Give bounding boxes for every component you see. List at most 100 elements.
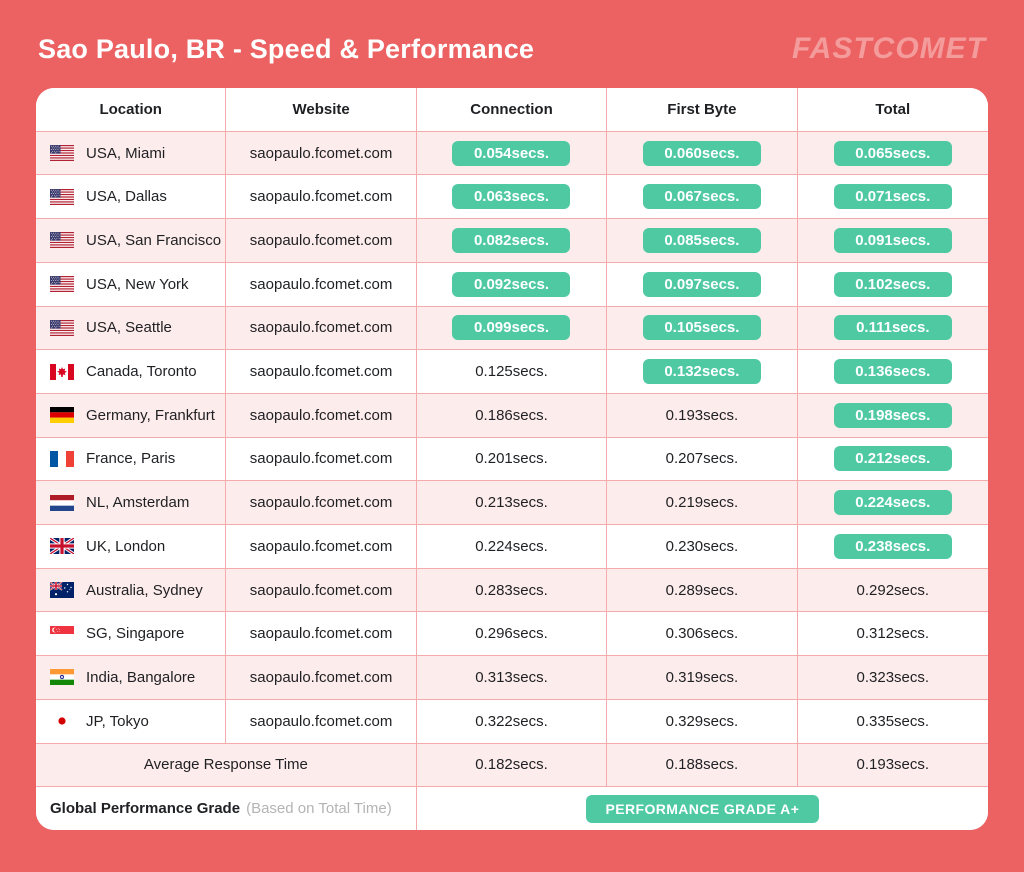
time-text: 0.283secs. [475, 581, 548, 599]
total-cell: 0.212secs. [798, 438, 988, 481]
connection-cell: 0.322secs. [417, 699, 608, 743]
location-cell: USA, San Francisco [36, 219, 227, 262]
time-badge: 0.097secs. [642, 271, 761, 297]
time-text: 0.312secs. [856, 625, 930, 643]
time-badge: 0.071secs. [833, 184, 952, 210]
top-bar: Sao Paulo, BR - Speed & Performance FAST… [0, 0, 1024, 88]
connection-cell: 0.296secs. [417, 612, 608, 656]
page-title: Sao Paulo, BR - Speed & Performance [38, 33, 535, 64]
average-connection-cell: 0.182secs. [417, 743, 608, 787]
time-badge: 0.067secs. [642, 184, 761, 210]
website-cell: saopaulo.fcomet.com [226, 175, 417, 219]
first-byte-cell: 0.067secs. [607, 175, 798, 219]
table-row: USA, Miami saopaulo.fcomet.com 0.054secs… [36, 131, 988, 176]
average-first-byte-cell: 0.188secs. [607, 743, 798, 787]
time-badge: 0.063secs. [452, 184, 571, 210]
time-badge: 0.060secs. [642, 140, 761, 166]
time-text: 0.182secs. [475, 756, 548, 774]
in-flag-icon [50, 669, 74, 686]
grade-row: Global Performance Grade (Based on Total… [36, 787, 988, 830]
time-badge: 0.082secs. [452, 227, 571, 253]
grade-label: Global Performance Grade [50, 800, 241, 818]
total-cell: 0.102secs. [798, 263, 988, 306]
table-row: USA, Seattle saopaulo.fcomet.com 0.099se… [36, 306, 988, 351]
time-badge: 0.091secs. [833, 227, 952, 253]
time-text: 0.230secs. [665, 537, 739, 555]
nl-flag-icon [50, 494, 74, 511]
time-text: 0.329secs. [665, 712, 739, 730]
us-flag-icon [50, 319, 74, 336]
location-cell: NL, Amsterdam [36, 481, 227, 525]
time-text: 0.193secs. [856, 756, 930, 774]
connection-cell: 0.054secs. [417, 131, 608, 175]
first-byte-cell: 0.230secs. [607, 525, 798, 568]
table-row: SG, Singapore saopaulo.fcomet.com 0.296s… [36, 612, 988, 657]
connection-cell: 0.092secs. [417, 262, 608, 306]
header-connection: Connection [417, 88, 608, 131]
total-cell: 0.335secs. [798, 700, 988, 743]
time-badge: 0.092secs. [452, 271, 571, 297]
connection-cell: 0.283secs. [417, 568, 608, 612]
time-badge: 0.198secs. [833, 402, 952, 428]
first-byte-cell: 0.219secs. [607, 481, 798, 525]
table-row: India, Bangalore saopaulo.fcomet.com 0.3… [36, 656, 988, 700]
total-cell: 0.198secs. [798, 394, 988, 437]
website-cell: saopaulo.fcomet.com [226, 612, 417, 656]
header-website: Website [226, 88, 417, 131]
time-badge: 0.099secs. [452, 315, 571, 341]
time-text: 0.201secs. [475, 450, 548, 468]
time-badge: 0.212secs. [833, 446, 952, 472]
first-byte-cell: 0.085secs. [607, 219, 798, 262]
gb-flag-icon [50, 538, 74, 555]
location-label: USA, Miami [86, 144, 166, 162]
table-row: Germany, Frankfurt saopaulo.fcomet.com 0… [36, 393, 988, 438]
connection-cell: 0.063secs. [417, 175, 608, 219]
time-text: 0.323secs. [856, 668, 930, 686]
time-text: 0.219secs. [665, 494, 739, 512]
time-text: 0.296secs. [475, 625, 548, 643]
time-text: 0.289secs. [665, 581, 739, 599]
table-row: USA, San Francisco saopaulo.fcomet.com 0… [36, 219, 988, 263]
connection-cell: 0.082secs. [417, 219, 608, 262]
au-flag-icon [50, 582, 74, 599]
time-text: 0.335secs. [856, 712, 930, 730]
location-cell: USA, New York [36, 262, 227, 306]
de-flag-icon [50, 407, 74, 424]
location-label: USA, Dallas [86, 188, 167, 206]
time-badge: 0.102secs. [833, 271, 952, 297]
average-row: Average Response Time 0.182secs. 0.188se… [36, 743, 988, 788]
location-label: UK, London [86, 537, 166, 555]
time-badge: 0.132secs. [642, 359, 761, 385]
table-row: USA, New York saopaulo.fcomet.com 0.092s… [36, 262, 988, 307]
location-cell: UK, London [36, 525, 227, 568]
fr-flag-icon [50, 450, 74, 467]
time-text: 0.224secs. [475, 537, 548, 555]
time-text: 0.125secs. [475, 363, 548, 381]
time-text: 0.186secs. [475, 406, 548, 424]
location-cell: SG, Singapore [36, 612, 227, 656]
location-label: India, Bangalore [86, 668, 196, 686]
sg-flag-icon [50, 625, 74, 642]
time-badge: 0.238secs. [833, 533, 952, 559]
time-text: 0.207secs. [665, 450, 739, 468]
location-label: USA, San Francisco [86, 231, 222, 249]
us-flag-icon [50, 276, 74, 293]
website-cell: saopaulo.fcomet.com [226, 568, 417, 612]
first-byte-cell: 0.319secs. [607, 656, 798, 699]
time-text: 0.319secs. [665, 668, 739, 686]
us-flag-icon [50, 232, 74, 249]
location-label: JP, Tokyo [86, 712, 149, 730]
grade-label-cell: Global Performance Grade (Based on Total… [36, 787, 417, 830]
website-cell: saopaulo.fcomet.com [226, 306, 417, 350]
location-cell: Canada, Toronto [36, 350, 227, 393]
table-row: NL, Amsterdam saopaulo.fcomet.com 0.213s… [36, 481, 988, 526]
total-cell: 0.071secs. [798, 175, 988, 218]
first-byte-cell: 0.097secs. [607, 262, 798, 306]
performance-grade-badge: PERFORMANCE GRADE A+ [585, 794, 820, 823]
time-text: 0.306secs. [665, 625, 739, 643]
website-cell: saopaulo.fcomet.com [226, 393, 417, 437]
first-byte-cell: 0.289secs. [607, 568, 798, 612]
total-cell: 0.091secs. [798, 219, 988, 262]
first-byte-cell: 0.060secs. [607, 131, 798, 175]
total-cell: 0.111secs. [798, 307, 988, 350]
